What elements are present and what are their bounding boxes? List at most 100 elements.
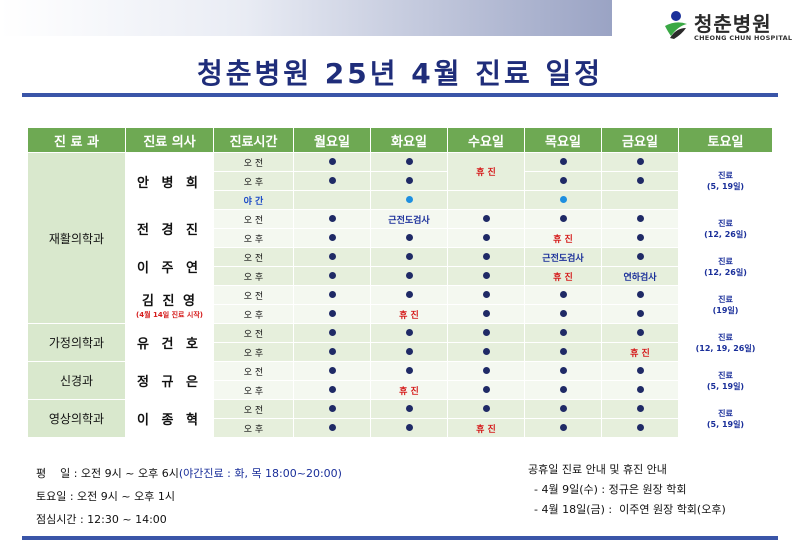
doctor-name-text: 김 진 영 <box>142 293 197 309</box>
available-dot-icon <box>636 367 644 374</box>
dept-neuro: 신경과 <box>27 361 126 400</box>
time-slot: 오 전 <box>213 247 294 267</box>
available-dot-icon <box>405 367 413 374</box>
available-dot-icon <box>405 158 413 165</box>
available-cell <box>293 152 371 172</box>
closed-label: 휴 진 <box>630 348 650 359</box>
logo-mark-icon <box>665 11 687 39</box>
available-dot-icon <box>405 424 413 431</box>
saturday-cell: 진료 (12, 26일) <box>678 209 773 248</box>
available-cell <box>370 285 448 305</box>
closed-cell: 휴 진 <box>524 228 602 248</box>
available-dot-icon <box>405 272 413 279</box>
available-dot-icon <box>328 291 336 298</box>
time-slot: 야 간 <box>213 190 294 210</box>
available-cell <box>524 171 602 191</box>
available-cell <box>524 418 602 438</box>
available-dot-icon <box>482 310 490 317</box>
table-header-row: 진 료 과 진료 의사 진료시간 월요일 화요일 수요일 목요일 금요일 토요일 <box>27 127 773 153</box>
available-cell <box>447 323 525 343</box>
table-row: 영상의학과 이 종 혁 오 전 진료 (5, 19일) <box>27 399 773 438</box>
available-dot-icon <box>636 424 644 431</box>
time-slot: 오 전 <box>213 285 294 305</box>
available-dot-icon <box>405 234 413 241</box>
empty-cell <box>293 190 371 210</box>
available-dot-icon <box>559 348 567 355</box>
available-cell <box>370 399 448 419</box>
saturday-dates: (5, 19일) <box>706 381 745 391</box>
available-cell <box>293 399 371 419</box>
available-dot-icon <box>482 272 490 279</box>
exam-cell: 근전도검사 <box>370 209 448 229</box>
doctor-name: 안 병 희 <box>125 152 214 210</box>
start-note: (4월 14일 진료 시작) <box>136 310 203 319</box>
closed-cell: 휴 진 <box>447 418 525 438</box>
doctor-name: 정 규 은 <box>125 361 214 400</box>
available-cell <box>524 304 602 324</box>
available-cell <box>447 304 525 324</box>
available-cell <box>601 304 679 324</box>
available-dot-icon <box>482 215 490 222</box>
available-cell <box>601 399 679 419</box>
saturday-label: 진료 <box>718 294 733 304</box>
top-banner-band <box>0 0 612 36</box>
available-dot-icon <box>559 386 567 393</box>
available-cell <box>447 209 525 229</box>
notice-item: - 4월 18일(금) : 이주연 원장 학회(오후) <box>534 503 726 516</box>
available-dot-icon <box>405 291 413 298</box>
time-slot: 오 후 <box>213 304 294 324</box>
night-clinic-dot-icon <box>405 196 413 203</box>
available-dot-icon <box>328 386 336 393</box>
header-doctor: 진료 의사 <box>125 127 214 153</box>
available-dot-icon <box>328 158 336 165</box>
available-cell <box>524 285 602 305</box>
available-dot-icon <box>482 329 490 336</box>
closed-label: 휴 진 <box>553 234 573 245</box>
available-dot-icon <box>636 386 644 393</box>
exam-cell: 연하검사 <box>601 266 679 286</box>
available-dot-icon <box>636 234 644 241</box>
hospital-logo: 청춘병원 CHEONG CHUN HOSPITAL <box>662 8 792 48</box>
exam-label: 근전도검사 <box>542 253 584 264</box>
exam-cell: 근전도검사 <box>524 247 602 267</box>
empty-cell <box>601 190 679 210</box>
schedule-table: 진 료 과 진료 의사 진료시간 월요일 화요일 수요일 목요일 금요일 토요일… <box>27 127 773 438</box>
dept-radiology: 영상의학과 <box>27 399 126 438</box>
available-cell <box>524 209 602 229</box>
exam-label: 연하검사 <box>623 272 657 283</box>
available-dot-icon <box>405 253 413 260</box>
available-cell <box>524 399 602 419</box>
saturday-dates: (19일) <box>712 305 739 315</box>
available-dot-icon <box>328 310 336 317</box>
time-slot: 오 전 <box>213 361 294 381</box>
time-slot: 오 전 <box>213 152 294 172</box>
available-cell <box>293 171 371 191</box>
available-cell <box>524 152 602 172</box>
available-dot-icon <box>482 367 490 374</box>
available-cell <box>370 247 448 267</box>
closed-label: 휴 진 <box>553 272 573 283</box>
available-cell <box>447 285 525 305</box>
available-dot-icon <box>405 329 413 336</box>
available-cell <box>370 152 448 172</box>
available-cell <box>601 209 679 229</box>
title-divider <box>22 93 778 97</box>
available-dot-icon <box>559 367 567 374</box>
available-cell <box>293 342 371 362</box>
weekday-hours-text: 평 일 : 오전 9시 ~ 오후 6시 <box>36 467 179 480</box>
available-cell <box>447 266 525 286</box>
available-dot-icon <box>482 234 490 241</box>
available-cell <box>601 228 679 248</box>
available-cell <box>370 228 448 248</box>
saturday-cell: 진료 (12, 26일) <box>678 247 773 286</box>
available-cell <box>370 361 448 381</box>
page-title: 청춘병원 25년 4월 진료 일정 <box>196 57 604 90</box>
available-cell <box>370 266 448 286</box>
available-cell <box>293 285 371 305</box>
available-cell <box>370 418 448 438</box>
available-cell <box>447 399 525 419</box>
